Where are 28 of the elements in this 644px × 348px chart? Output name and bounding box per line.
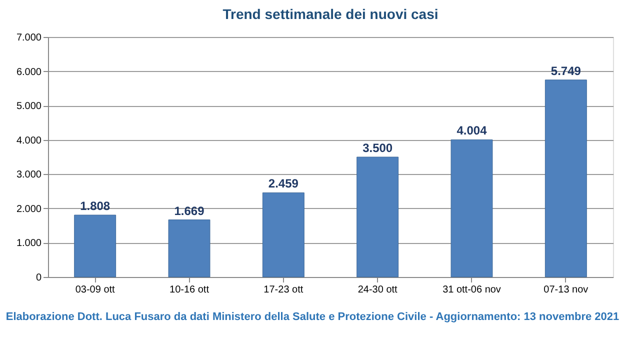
y-tick-label: 7.000: [16, 32, 42, 44]
y-tick-label: 6.000: [16, 66, 42, 78]
bar: [262, 192, 304, 278]
chart-title: Trend settimanale dei nuovi casi: [222, 6, 438, 22]
y-tick-label: 5.000: [16, 101, 42, 112]
x-tick-label: 10-16 ott: [170, 284, 210, 296]
x-tick-label: 03-09 ott: [75, 284, 116, 296]
data-label: 1.669: [174, 204, 205, 218]
bar: [74, 214, 116, 278]
y-tick-label: 2.000: [16, 204, 42, 215]
x-tick-label: 17-23 ott: [264, 284, 304, 296]
x-tick-label: 07-13 nov: [544, 284, 588, 296]
x-tick-label: 24-30 ott: [358, 284, 398, 296]
bar: [356, 156, 399, 278]
y-tick-label: 3.000: [16, 170, 42, 181]
bar: [544, 80, 587, 278]
y-tick-label: 0: [36, 272, 42, 284]
data-label: 4.004: [456, 124, 488, 138]
bar: [168, 220, 210, 278]
data-label: 3.500: [362, 141, 393, 155]
data-label: 2.459: [268, 176, 299, 191]
text: Elaborazione Dott. Luca Fusaro da dati Ministero della Salute e Protezione Civile - Aggiornamento: 13 novembre 2021: [6, 311, 620, 323]
y-tick-label: 4.000: [16, 135, 42, 146]
bar: [450, 139, 493, 278]
data-label: 5.749: [550, 64, 582, 78]
x-tick-label: 31 ott-06 nov: [442, 284, 501, 296]
y-tick-label: 1.000: [16, 238, 42, 250]
data-label: 1.808: [80, 199, 110, 214]
